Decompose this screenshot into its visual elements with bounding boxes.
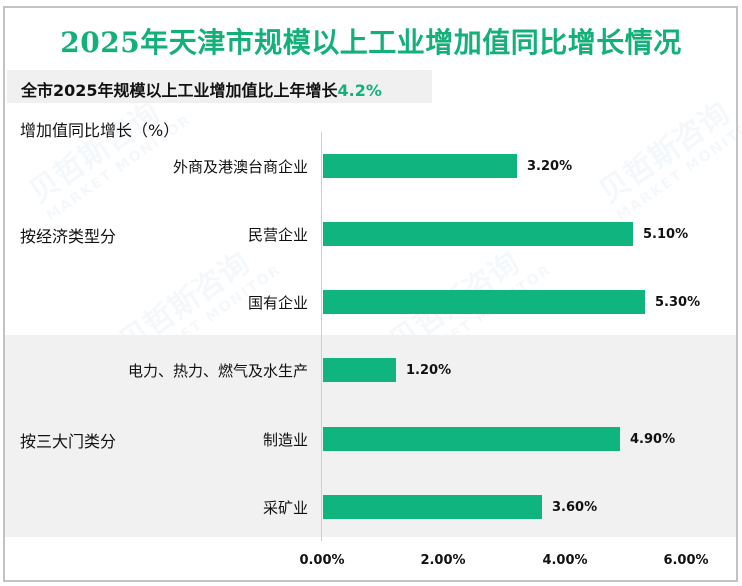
bar-value-label: 5.10% (643, 227, 689, 242)
group-label-economic-type: 按经济类型分 (20, 227, 117, 246)
bar-value-label: 5.30% (655, 295, 701, 310)
bar-value-label: 3.60% (552, 500, 598, 515)
category-label: 制造业 (262, 431, 308, 449)
category-label: 民营企业 (247, 226, 308, 244)
chart-title: 2025年天津市规模以上工业增加值同比增长情况 (60, 26, 682, 59)
summary-label: 全市2025年规模以上工业增加值比上年增长 (21, 81, 338, 100)
category-label: 电力、热力、燃气及水生产 (127, 362, 308, 380)
bar (323, 358, 396, 382)
x-tick: 2.00% (420, 553, 466, 568)
category-label: 采矿业 (262, 499, 308, 517)
summary-text: 全市2025年规模以上工业增加值比上年增长4.2% (21, 77, 382, 101)
category-label: 外商及港澳台商企业 (172, 158, 308, 176)
bar (323, 154, 517, 178)
summary-value: 4.2% (337, 81, 382, 100)
x-tick: 0.00% (299, 553, 345, 568)
summary-box: 全市2025年规模以上工业增加值比上年增长4.2% (7, 70, 432, 103)
bar-value-label: 3.20% (527, 159, 573, 174)
group-label-industry-category: 按三大门类分 (20, 432, 117, 451)
bar-value-label: 1.20% (406, 363, 452, 378)
bar (323, 222, 633, 246)
bar (323, 427, 620, 451)
zero-axis-line (321, 132, 322, 541)
category-label: 国有企业 (247, 294, 308, 312)
x-tick: 4.00% (542, 553, 588, 568)
bar-value-label: 4.90% (630, 432, 676, 447)
x-tick: 6.00% (663, 553, 709, 568)
y-axis-title: 增加值同比增长（%） (20, 121, 180, 140)
bar (323, 495, 542, 519)
bar (323, 290, 645, 314)
